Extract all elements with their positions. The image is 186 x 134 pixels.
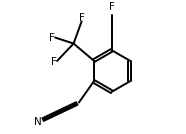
Text: F: F — [49, 33, 55, 42]
Text: F: F — [79, 13, 85, 23]
Text: F: F — [109, 2, 115, 12]
Text: F: F — [51, 57, 57, 67]
Text: N: N — [34, 117, 42, 127]
